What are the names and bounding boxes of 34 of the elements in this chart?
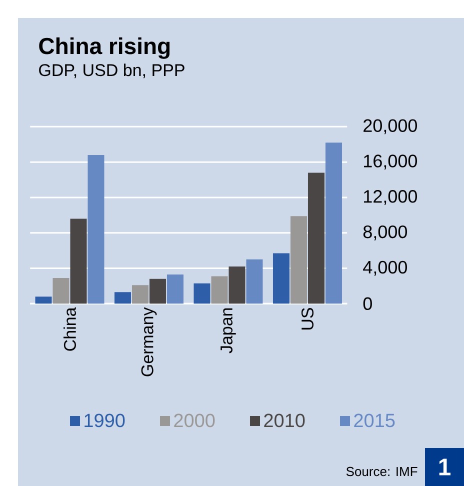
text: 1 xyxy=(439,458,450,476)
bar xyxy=(114,292,131,304)
bar xyxy=(272,253,290,304)
x-tick-label: China xyxy=(64,307,76,351)
y-tick-label: 20,000 xyxy=(364,119,417,134)
bar xyxy=(35,296,52,304)
bar xyxy=(246,259,263,304)
x-tick-label: Germany xyxy=(141,307,157,376)
legend-label: 2015 xyxy=(354,414,395,428)
bar xyxy=(228,266,246,304)
bar xyxy=(194,283,210,304)
y-tick-label: 0 xyxy=(363,297,372,310)
y-tick-label: 8,000 xyxy=(363,225,407,240)
chart-subtitle: GDP, USD bn, PPP xyxy=(39,64,184,78)
x-tick-label: Japan xyxy=(220,308,236,354)
bar xyxy=(132,285,148,304)
source-note: Source: IMF xyxy=(346,466,418,476)
y-tick-label: 4,000 xyxy=(363,260,407,276)
legend-label: 1990 xyxy=(84,414,125,428)
legend-label: 2000 xyxy=(174,414,215,428)
bar xyxy=(308,172,324,304)
bar xyxy=(70,218,87,304)
bar xyxy=(325,142,342,304)
y-tick-label: 16,000 xyxy=(364,154,417,170)
bar xyxy=(88,155,104,304)
bar xyxy=(166,274,184,304)
bar xyxy=(52,278,70,304)
chart-title: China rising xyxy=(39,37,170,59)
y-tick-label: 12,000 xyxy=(364,190,417,205)
bar xyxy=(290,216,307,304)
bar xyxy=(149,278,166,304)
x-tick-label: US xyxy=(301,308,314,330)
bar xyxy=(211,276,228,304)
legend-label: 2010 xyxy=(264,414,305,428)
